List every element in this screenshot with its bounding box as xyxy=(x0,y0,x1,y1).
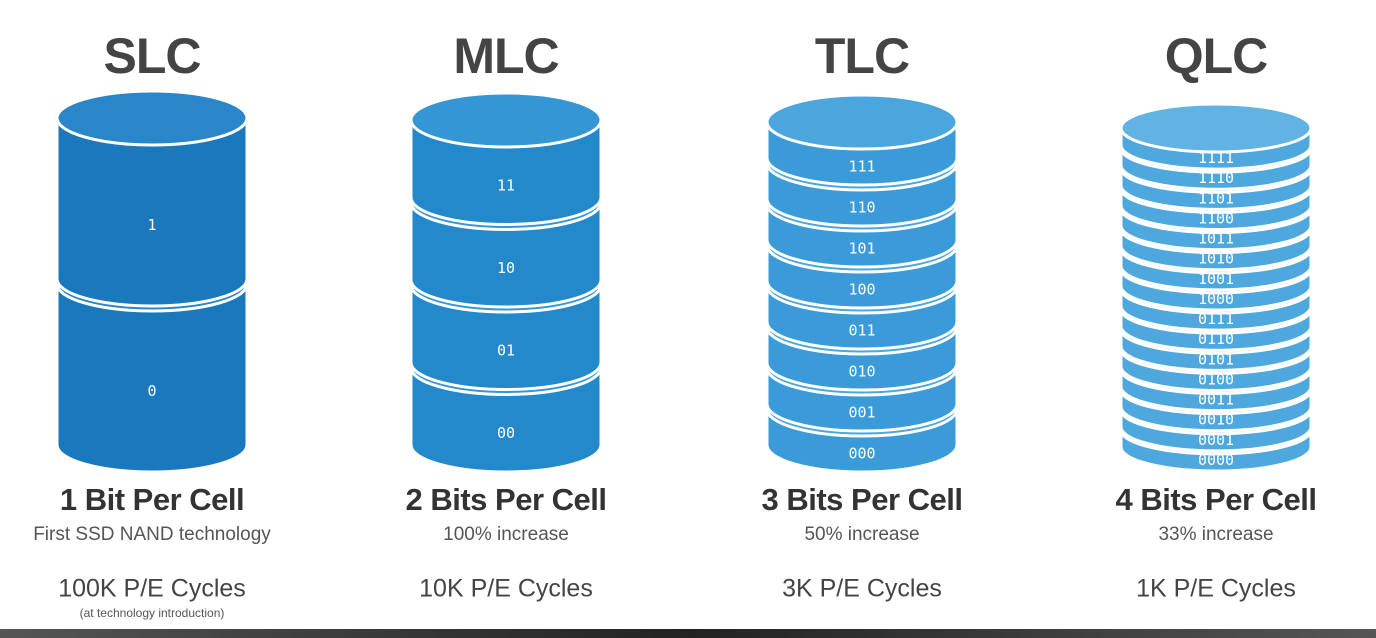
description: 50% increase xyxy=(804,524,919,545)
bit-label: 0011 xyxy=(1198,391,1234,409)
bit-label: 11 xyxy=(497,176,515,194)
disk-top xyxy=(55,89,249,147)
pe-cycles: 1K P/E Cycles xyxy=(1136,575,1296,603)
column-title: TLC xyxy=(815,28,909,84)
pe-cycles: 3K P/E Cycles xyxy=(782,575,942,603)
bit-label: 101 xyxy=(848,240,875,258)
bit-label: 100 xyxy=(848,281,875,299)
bit-label: 1011 xyxy=(1198,230,1234,248)
pe-cycles: 100K P/E Cycles xyxy=(58,575,246,603)
bit-label: 001 xyxy=(848,404,875,422)
bits-per-cell: 2 Bits Per Cell xyxy=(406,482,607,517)
bit-label: 1000 xyxy=(1198,290,1234,308)
bits-per-cell: 1 Bit Per Cell xyxy=(60,482,244,517)
description: First SSD NAND technology xyxy=(33,524,271,545)
disk-top xyxy=(1119,102,1313,154)
column-title: MLC xyxy=(453,28,558,84)
bit-label: 01 xyxy=(497,341,515,359)
bit-label: 1101 xyxy=(1198,189,1234,207)
bit-label: 1001 xyxy=(1198,270,1234,288)
description: 100% increase xyxy=(443,524,569,545)
disk-top xyxy=(765,93,959,151)
bit-label: 10 xyxy=(497,259,515,277)
bit-label: 0100 xyxy=(1198,370,1234,388)
bits-per-cell: 3 Bits Per Cell xyxy=(762,482,963,517)
bit-label: 1 xyxy=(147,216,156,234)
bit-label: 010 xyxy=(848,363,875,381)
bit-label: 1100 xyxy=(1198,209,1234,227)
bit-label: 0000 xyxy=(1198,451,1234,469)
bit-label: 000 xyxy=(848,445,875,463)
footnote: (at technology introduction) xyxy=(80,606,225,620)
bit-label: 0010 xyxy=(1198,411,1234,429)
bit-label: 1111 xyxy=(1198,149,1234,167)
bits-per-cell: 4 Bits Per Cell xyxy=(1116,482,1317,517)
bit-label: 1010 xyxy=(1198,250,1234,268)
bit-label: 1110 xyxy=(1198,169,1234,187)
bit-label: 0 xyxy=(147,382,156,400)
bit-label: 0110 xyxy=(1198,330,1234,348)
bit-label: 011 xyxy=(848,322,875,340)
description: 33% increase xyxy=(1158,524,1273,545)
bit-label: 0001 xyxy=(1198,431,1234,449)
disk-top xyxy=(409,91,603,149)
bit-label: 111 xyxy=(848,158,875,176)
bit-label: 0101 xyxy=(1198,350,1234,368)
pe-cycles: 10K P/E Cycles xyxy=(419,575,593,603)
column-title: QLC xyxy=(1165,28,1268,84)
bit-label: 110 xyxy=(848,199,875,217)
bit-label: 00 xyxy=(497,424,515,442)
bit-label: 0111 xyxy=(1198,310,1234,328)
bottom-bar xyxy=(0,629,1376,638)
column-title: SLC xyxy=(104,28,201,84)
